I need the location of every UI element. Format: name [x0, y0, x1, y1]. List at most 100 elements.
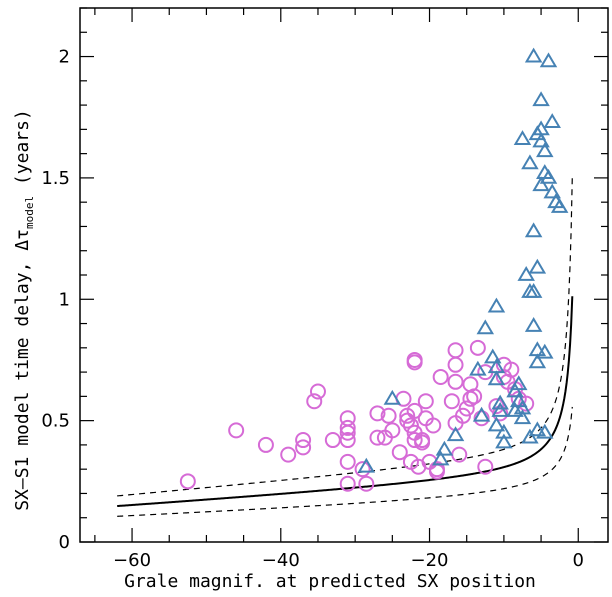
data-point-triangle [536, 423, 554, 439]
data-point-circle [369, 405, 386, 422]
data-point-triangle [521, 154, 539, 170]
data-point-circle [432, 368, 449, 385]
data-point-triangle [446, 426, 465, 442]
y-tick-label: 1 [59, 289, 70, 310]
data-point-triangle [536, 142, 554, 158]
data-point-circle [406, 402, 423, 419]
data-point-triangle [491, 401, 509, 417]
x-axis-label: Grale magnif. at predicted SX position [124, 571, 536, 592]
data-point-triangle [524, 317, 543, 332]
data-point-circle [384, 422, 401, 439]
y-axis-label-suffix: (years) [12, 109, 33, 196]
data-point-circle [228, 422, 245, 439]
data-point-circle [492, 405, 509, 422]
data-point-triangle [513, 409, 532, 425]
data-point-circle [447, 342, 464, 359]
data-point-triangle [539, 168, 558, 184]
data-point-triangle [495, 433, 513, 449]
y-axis-label-prefix: SX–S1 model time delay, Δτ [12, 229, 33, 511]
model-curve-dashed-1 [117, 406, 573, 517]
data-point-triangle [532, 176, 550, 192]
data-point-triangle [476, 319, 495, 335]
data-point-triangle [524, 222, 543, 238]
data-point-triangle [435, 440, 454, 456]
data-point-triangle [550, 198, 569, 213]
data-point-triangle [532, 91, 550, 107]
data-point-triangle [543, 113, 561, 128]
x-tick-label: −20 [411, 550, 449, 571]
y-tick-label: 1.5 [41, 168, 70, 189]
data-point-circle [295, 439, 312, 456]
data-point-triangle [528, 421, 547, 437]
data-point-triangle [524, 283, 543, 298]
data-point-circle [324, 432, 341, 449]
data-point-circle [518, 395, 535, 412]
model-curve [117, 296, 574, 508]
data-point-triangle [539, 52, 558, 68]
data-point-circle [369, 429, 386, 446]
data-point-circle [414, 434, 431, 451]
x-tick-label: −40 [262, 550, 300, 571]
data-point-circle [295, 432, 312, 449]
y-tick-label: 0.5 [41, 411, 70, 432]
data-point-circle [257, 436, 274, 453]
y-tick-label: 2 [59, 47, 70, 68]
data-point-circle [447, 356, 464, 373]
data-point-triangle [491, 394, 509, 410]
data-point-circle [406, 432, 423, 449]
chart-axes: −60 −40 −20 0 0 0.5 1 1.5 2 [41, 7, 609, 571]
data-point-circle [179, 473, 196, 490]
data-point-circle [406, 354, 423, 371]
data-point-triangle [472, 406, 491, 422]
data-point-circle [309, 383, 326, 400]
data-point-circle [380, 407, 397, 424]
data-point-circle [466, 388, 483, 405]
chart-marks [117, 47, 574, 517]
data-point-circle [391, 444, 408, 461]
data-point-triangle [487, 297, 506, 313]
data-point-triangle [543, 183, 561, 199]
data-point-triangle [510, 375, 528, 391]
data-point-triangle [528, 258, 547, 274]
data-point-triangle [524, 47, 543, 63]
data-point-circle [458, 400, 475, 417]
data-point-triangle [487, 416, 506, 432]
data-point-circle [339, 475, 356, 492]
data-point-triangle [536, 343, 554, 359]
data-point-circle [339, 432, 356, 449]
data-point-circle [425, 417, 442, 434]
data-point-circle [417, 393, 434, 410]
data-point-triangle [487, 370, 506, 386]
data-point-circle [477, 458, 494, 475]
data-point-triangle [513, 399, 532, 415]
data-point-circle [339, 419, 356, 436]
data-point-circle [306, 393, 323, 410]
data-point-triangle [495, 423, 513, 439]
data-point-circle [447, 373, 464, 390]
y-axis-label-subscript: model [23, 196, 36, 229]
data-point-circle [443, 393, 460, 410]
data-point-triangle [532, 132, 550, 148]
y-axis-label: SX–S1 model time delay, Δτmodel (years) [12, 109, 36, 511]
data-point-triangle [521, 428, 539, 444]
x-tick-label: 0 [573, 550, 584, 571]
x-tick-label: −60 [113, 550, 151, 571]
data-point-circle [503, 361, 520, 378]
plot-frame [79, 7, 609, 543]
data-point-circle [469, 339, 486, 356]
data-point-triangle [469, 360, 487, 376]
data-point-circle [473, 410, 490, 427]
data-point-triangle [383, 389, 402, 405]
data-point-triangle [483, 348, 502, 364]
y-tick-label: 0 [59, 532, 70, 553]
data-point-triangle [506, 382, 524, 398]
data-point-circle [339, 424, 356, 441]
data-point-triangle [528, 353, 547, 369]
data-point-circle [339, 453, 356, 470]
data-point-triangle [431, 450, 450, 466]
data-point-circle [280, 446, 297, 463]
data-point-circle [358, 475, 375, 492]
data-point-triangle [513, 130, 532, 145]
data-point-triangle [517, 266, 535, 281]
